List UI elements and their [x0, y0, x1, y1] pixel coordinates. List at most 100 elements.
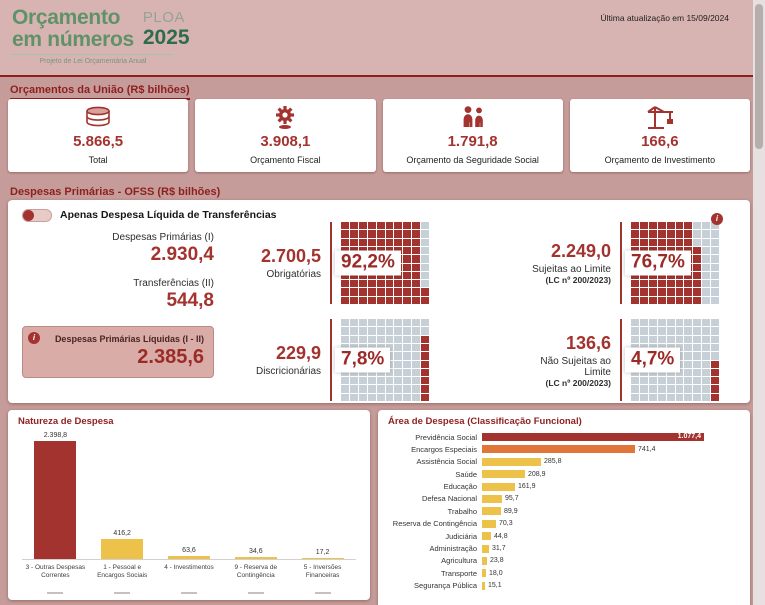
waffle-cell — [693, 393, 702, 401]
waffle-cell — [421, 352, 429, 360]
bar-value-label: 285,8 — [544, 458, 562, 466]
bar[interactable] — [482, 494, 502, 503]
bar[interactable] — [482, 507, 501, 516]
waffle-cell — [639, 377, 648, 385]
bar[interactable] — [301, 558, 344, 559]
waffle-cell — [631, 327, 639, 335]
waffle-cell — [403, 263, 412, 271]
transferencias-value: 544,8 — [166, 290, 214, 311]
scrollbar-thumb[interactable] — [755, 4, 763, 149]
bar[interactable] — [482, 470, 525, 479]
x-axis-tick — [314, 592, 331, 594]
budget-card-total[interactable]: 5.866,5 Total — [8, 99, 189, 172]
bar[interactable] — [482, 445, 635, 454]
bar-category-label: 4 - Investimentos — [164, 564, 214, 571]
budget-card-seguridade[interactable]: 1.791,8 Orçamento da Seguridade Social — [382, 99, 563, 172]
bar[interactable] — [167, 556, 210, 559]
waffle-cell — [349, 288, 358, 296]
area-despesa-title: Área de Despesa (Classificação Funcional… — [388, 416, 582, 427]
waffle-cell — [666, 377, 675, 385]
liquidas-card[interactable]: i Despesas Primárias Líquidas (I - II) 2… — [22, 326, 214, 378]
bar-value-label: 1.077,4 — [677, 433, 701, 440]
waffle-cell — [693, 343, 702, 352]
budget-card-fiscal[interactable]: 3.908,1 Orçamento Fiscal — [195, 99, 376, 172]
bar[interactable] — [482, 556, 487, 565]
bar-value-label: 31,7 — [492, 545, 506, 553]
waffle-cell — [711, 230, 719, 238]
bar-category-label: 5 - Inversões Financeiras — [303, 564, 342, 580]
area-despesa-panel: Área de Despesa (Classificação Funcional… — [378, 410, 750, 605]
card-value: 5.866,5 — [73, 133, 124, 150]
waffle-cell — [403, 327, 412, 335]
waffle-cell — [385, 327, 394, 335]
waffle-cell — [403, 352, 412, 360]
bar[interactable] — [482, 482, 515, 491]
bar[interactable]: 1.077,4 — [482, 433, 704, 441]
budget-card-investimento[interactable]: 166,6 Orçamento de Investimento — [569, 99, 750, 172]
bar-row: Reserva de Contingência 70,3 — [386, 519, 744, 528]
waffle-cell — [421, 280, 429, 288]
waffle-cell — [421, 246, 429, 255]
discricionarias-text: 229,9 Discricionárias — [230, 343, 330, 377]
waffle-cell — [657, 280, 666, 288]
bar[interactable] — [482, 519, 496, 528]
waffle-cell — [675, 288, 684, 296]
waffle-cell — [367, 319, 376, 327]
waffle-cell — [693, 222, 702, 230]
waffle-cell — [702, 296, 711, 304]
waffle-cell — [385, 385, 394, 393]
discricionarias-waffle[interactable]: 7,8% — [335, 319, 429, 401]
waffle-cell — [394, 385, 403, 393]
waffle-cell — [412, 296, 421, 304]
waffle-cell — [711, 368, 719, 377]
bar-category-label: Segurança Pública — [414, 581, 477, 591]
waffle-cell — [421, 335, 429, 343]
waffle-cell — [403, 368, 412, 377]
bar-row: Agricultura 23,8 — [386, 556, 744, 565]
waffle-cell — [693, 319, 702, 327]
waffle-cell — [376, 319, 385, 327]
waffle-cell — [394, 280, 403, 288]
waffle-cell — [693, 230, 702, 238]
info-icon[interactable]: i — [28, 332, 40, 344]
obrigatorias-text: 2.700,5 Obrigatórias — [230, 246, 330, 280]
waffle-cell — [376, 230, 385, 238]
bar-row: Administração 31,7 — [386, 544, 744, 553]
bar-row: Segurança Pública 15,1 — [386, 581, 744, 591]
bar-value-label: 741,4 — [638, 445, 656, 453]
bar[interactable] — [34, 441, 77, 559]
scrollbar-track[interactable] — [753, 0, 765, 605]
waffle-cell — [693, 280, 702, 288]
nao-sujeitas-waffle[interactable]: 4,7% — [625, 319, 719, 401]
bar[interactable] — [482, 581, 485, 590]
waffle-cell — [702, 319, 711, 327]
waffle-cell — [358, 393, 367, 401]
waffle-cell — [403, 296, 412, 304]
bar[interactable] — [482, 544, 489, 553]
waffle-cell — [711, 393, 719, 401]
card-label: Total — [88, 155, 108, 165]
transfer-toggle[interactable] — [22, 209, 52, 222]
bar[interactable] — [482, 457, 541, 466]
bar-row: Trabalho 89,9 — [386, 507, 744, 516]
waffle-cell — [349, 385, 358, 393]
bar-category-label: 1 - Pessoal e Encargos Sociais — [97, 564, 148, 580]
info-icon[interactable]: i — [711, 213, 723, 225]
bar[interactable] — [482, 532, 491, 541]
waffle-cell — [341, 230, 349, 238]
obrigatorias-waffle[interactable]: 92,2% — [335, 222, 429, 304]
logo: Orçamento em números PLOA 2025 Projeto d… — [12, 7, 190, 65]
waffle-cell — [675, 230, 684, 238]
card-value: 1.791,8 — [447, 133, 498, 150]
sujeitas-limite-waffle[interactable]: i 76,7% — [625, 213, 723, 304]
waffle-cell — [639, 393, 648, 401]
bar[interactable] — [234, 557, 277, 559]
waffle-cell — [349, 393, 358, 401]
bar[interactable] — [482, 569, 486, 578]
waffle-cell — [684, 360, 693, 368]
waffle-cell — [421, 368, 429, 377]
bar[interactable] — [101, 539, 144, 559]
waffle-cell — [421, 296, 429, 304]
x-axis-tick — [180, 592, 197, 594]
